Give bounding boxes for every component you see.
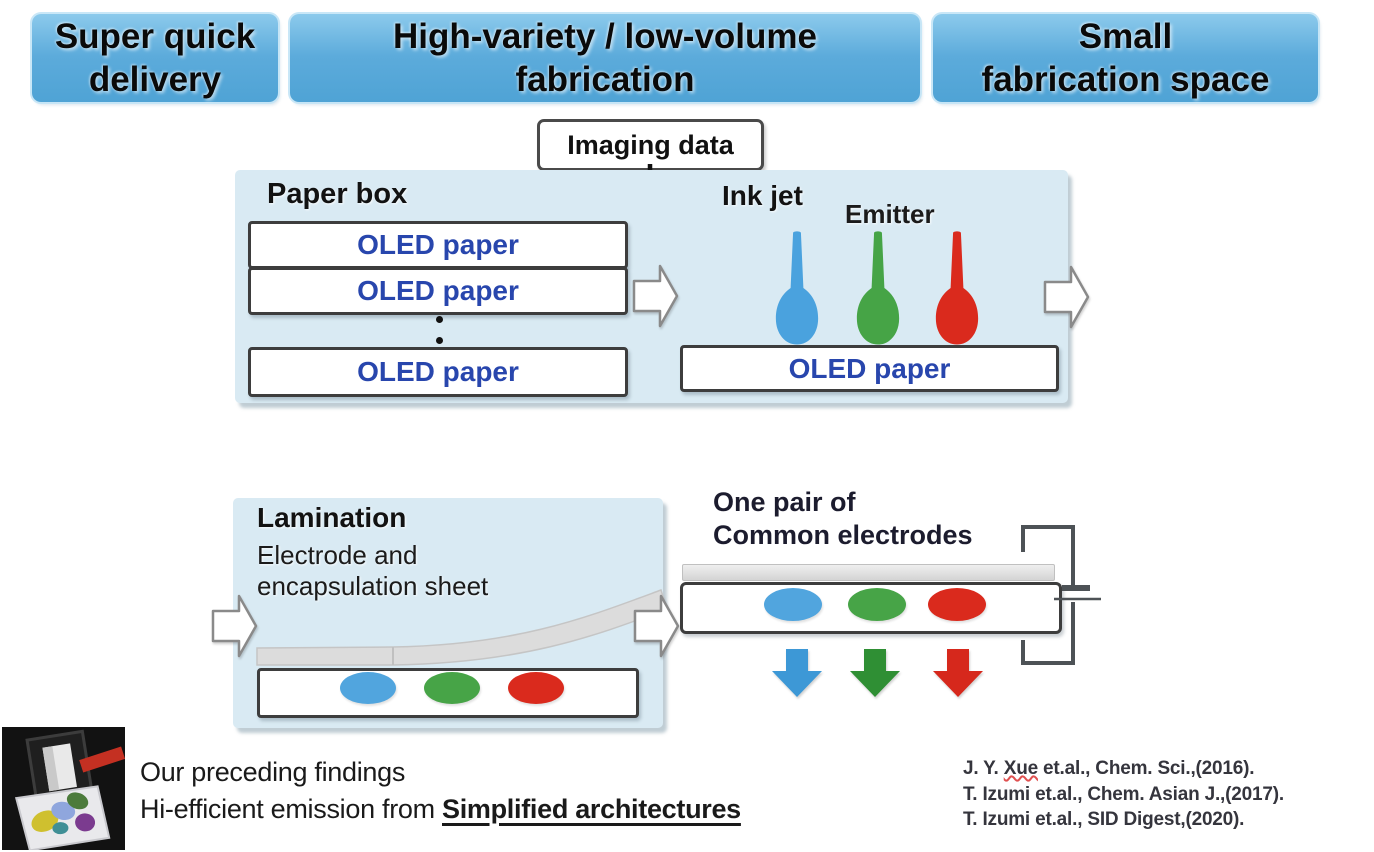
oled-paper-box-3: OLED paper [248,347,628,397]
flow-arrow-1-icon [632,264,679,328]
header-small-fabrication-space: Small fabrication space [933,14,1318,102]
pixel-green-oval [424,672,480,704]
battery-circuit-icon [1021,525,1101,665]
pixel-red-oval-2 [928,588,986,621]
header-super-quick-delivery: Super quick delivery [32,14,278,102]
findings-line-2-prefix: Hi-efficient emission from [140,794,442,824]
ink-jet-title: Ink jet [722,180,803,211]
emission-arrow-green-icon [850,649,900,697]
lamination-subtitle: Electrode and encapsulation sheet [257,540,489,601]
oled-paper-box-1: OLED paper [248,221,628,269]
emission-arrow-blue-icon [772,649,822,697]
paper-box-title: Paper box [267,178,408,210]
vertical-ellipsis-icon [436,316,443,344]
pixel-red-oval [508,672,564,704]
citation-2: T. Izumi et.al., Chem. Asian J.,(2017). [963,783,1284,805]
citation-1: J. Y. Xue et.al., Chem. Sci.,(2016). [963,756,1284,782]
oled-paper-target-box: OLED paper [680,345,1059,392]
findings-line-2: Hi-efficient emission from Simplified ar… [140,794,741,825]
flow-arrow-4-icon [633,594,680,658]
citation-1-prefix: J. Y. [963,758,1004,779]
pixel-blue-oval [340,672,396,704]
emitter-droplet-blue-icon [775,231,819,345]
citation-1-name: Xue [1003,758,1038,779]
emission-arrow-red-icon [933,649,983,697]
flow-arrow-3-icon [211,594,258,658]
emitter-droplet-green-icon [856,231,900,345]
emitter-droplet-red-icon [935,231,979,345]
findings-line-1: Our preceding findings [140,757,406,787]
citations-block: J. Y. Xue et.al., Chem. Sci.,(2016). T. … [963,756,1284,833]
header-high-variety-low-volume: High-variety / low-volume fabrication [290,14,920,102]
top-electrode-bar [682,564,1055,581]
simplified-architectures-underlined: Simplified architectures [442,794,741,824]
emitter-label: Emitter [845,199,935,229]
pixel-blue-oval-2 [764,588,822,621]
flow-arrow-2-icon [1043,265,1090,329]
citation-3: T. Izumi et.al., SID Digest,(2020). [963,809,1245,830]
citation-1-suffix: et.al., Chem. Sci.,(2016). [1037,758,1255,779]
common-electrodes-title: One pair of Common electrodes [713,487,973,550]
lamination-sheet-icon [256,589,668,666]
oled-paper-box-2: OLED paper [248,267,628,315]
lamination-title: Lamination [257,502,407,533]
pixel-green-oval-2 [848,588,906,621]
imaging-data-label: Imaging data [537,119,764,171]
sample-photo [2,727,125,850]
